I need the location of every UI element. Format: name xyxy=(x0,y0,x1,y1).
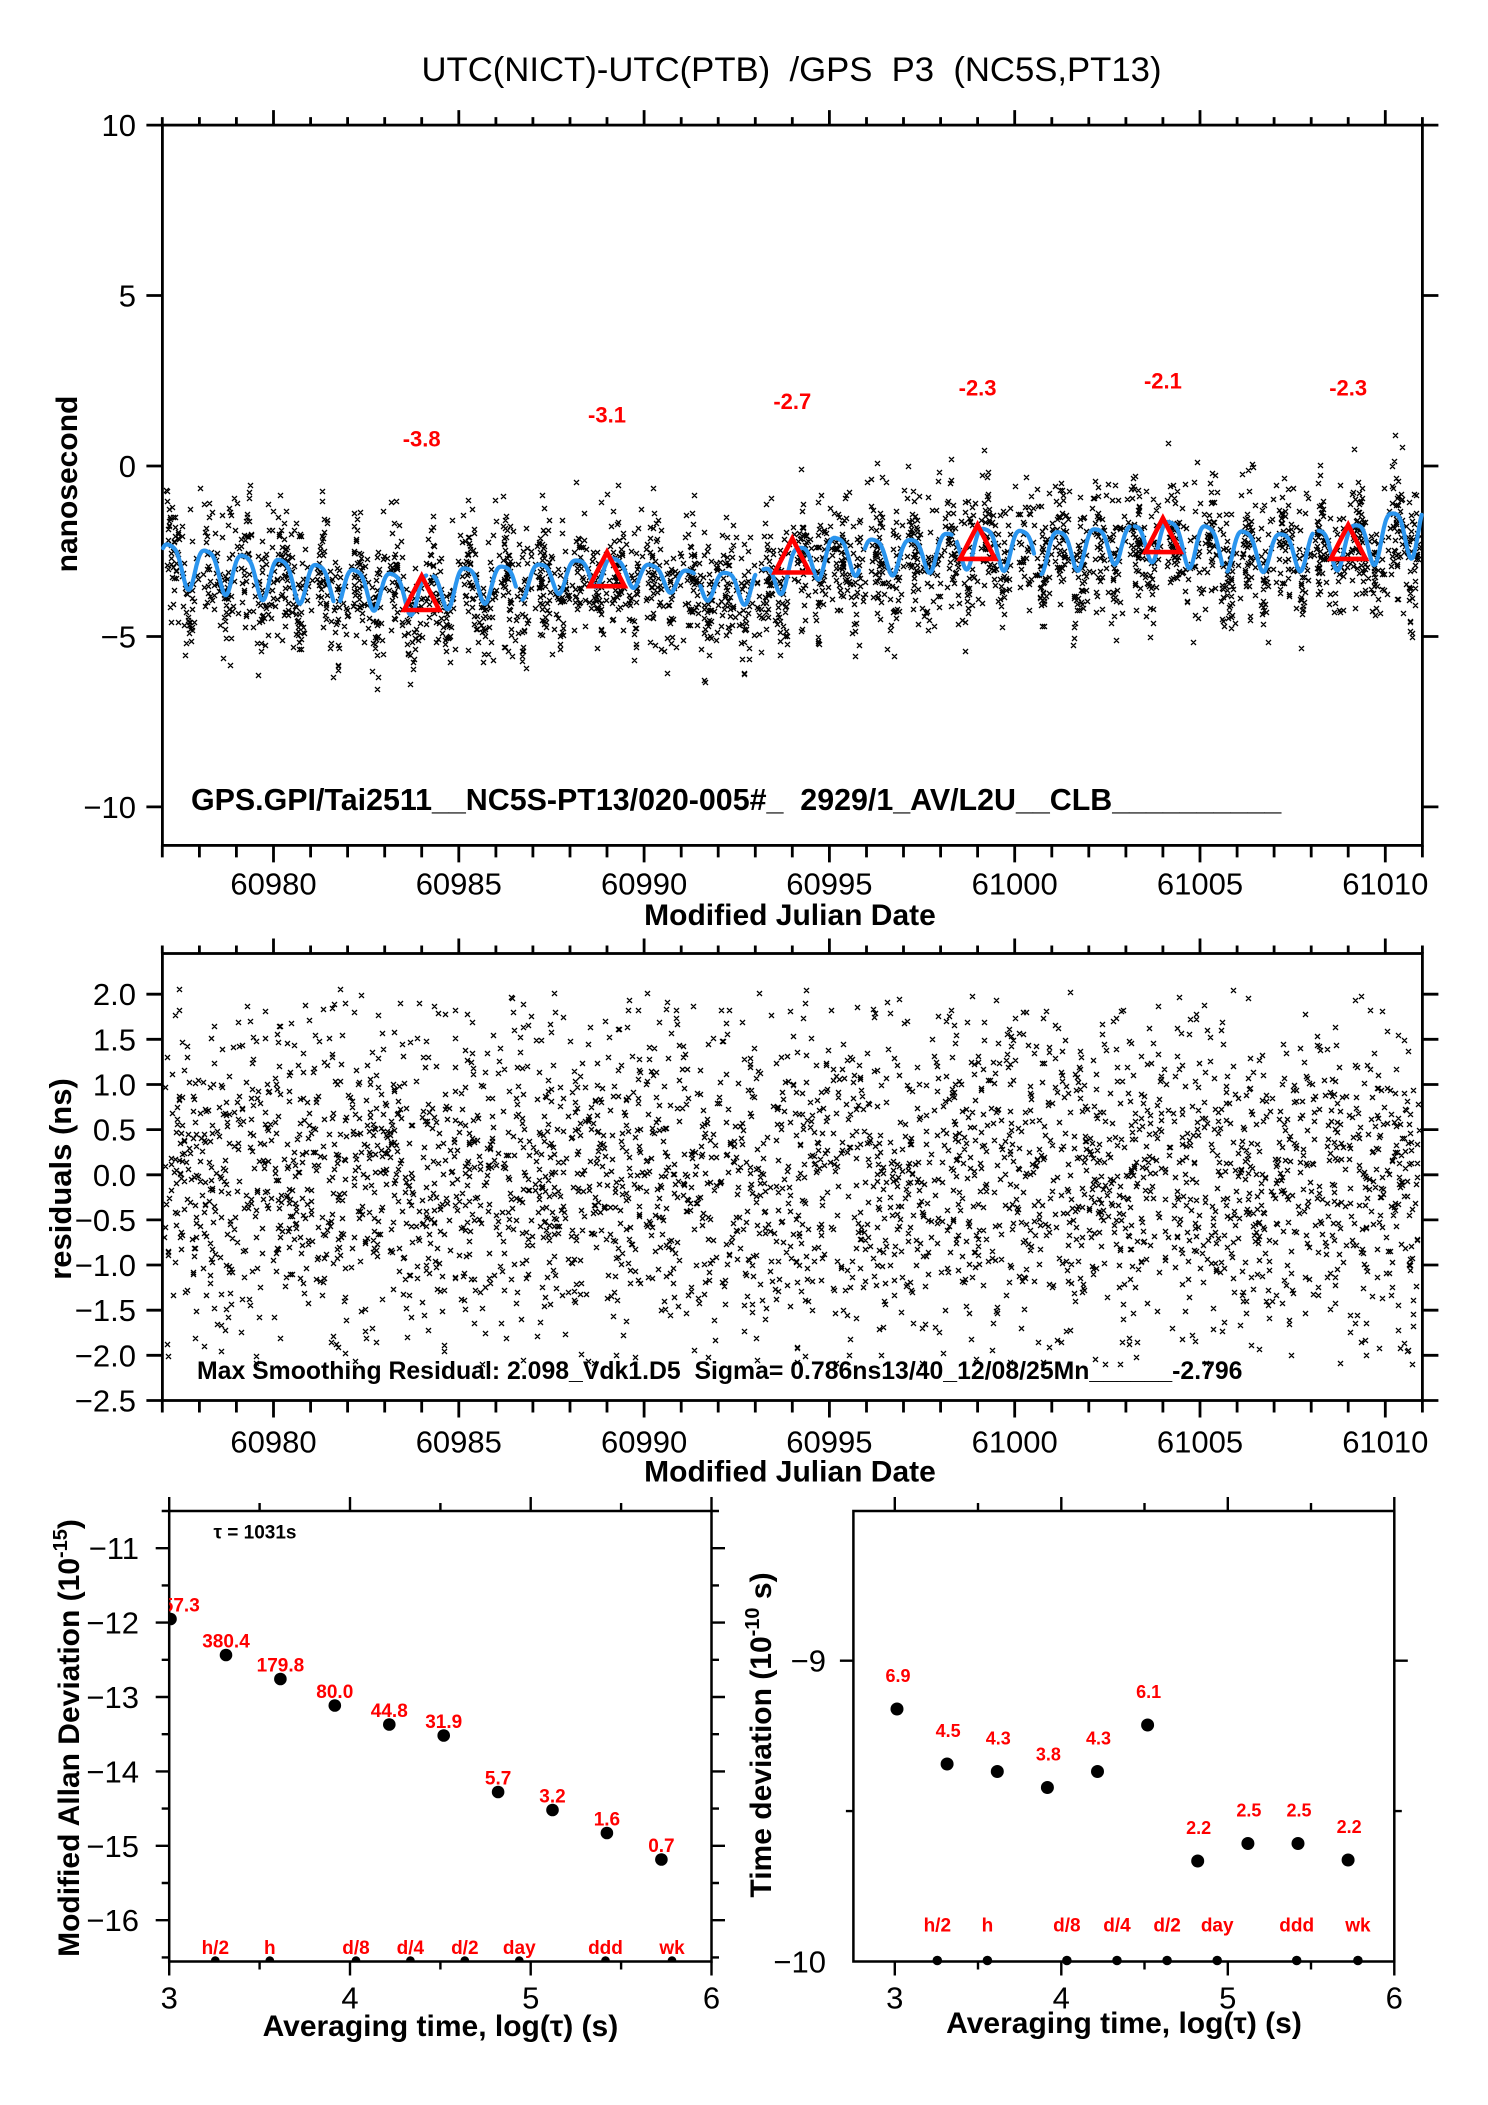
svg-text:4.3: 4.3 xyxy=(1086,1729,1111,1749)
svg-text:657.3: 657.3 xyxy=(152,1596,200,1617)
svg-text:3.8: 3.8 xyxy=(1036,1745,1061,1765)
svg-text:31.9: 31.9 xyxy=(425,1712,462,1733)
svg-text:d/8: d/8 xyxy=(1053,1916,1080,1937)
svg-text:0: 0 xyxy=(119,449,136,484)
svg-text:179.8: 179.8 xyxy=(257,1656,305,1677)
svg-text:Averaging time, log(τ) (s): Averaging time, log(τ) (s) xyxy=(946,2007,1302,2040)
svg-text:61010: 61010 xyxy=(1342,1424,1428,1459)
svg-text:Modified Julian Date: Modified Julian Date xyxy=(644,1456,936,1489)
svg-text:-2.3: -2.3 xyxy=(1329,375,1367,400)
svg-text:6: 6 xyxy=(1386,1981,1403,2016)
svg-text:5: 5 xyxy=(1219,1981,1236,2016)
svg-text:80.0: 80.0 xyxy=(316,1682,353,1703)
svg-text:0.7: 0.7 xyxy=(648,1836,674,1857)
svg-text:−1.0: −1.0 xyxy=(75,1248,136,1283)
svg-text:d/2: d/2 xyxy=(1153,1916,1180,1937)
svg-text:−10: −10 xyxy=(83,790,136,825)
svg-text:GPS.GPI/Tai2511__NC5S-PT13/020: GPS.GPI/Tai2511__NC5S-PT13/020-005#_ 292… xyxy=(191,783,1282,817)
svg-text:0.5: 0.5 xyxy=(93,1113,136,1148)
svg-text:3.2: 3.2 xyxy=(539,1787,565,1808)
svg-text:44.8: 44.8 xyxy=(371,1701,408,1722)
svg-text:4.3: 4.3 xyxy=(986,1729,1011,1749)
svg-text:60990: 60990 xyxy=(601,866,687,901)
svg-text:d/8: d/8 xyxy=(342,1938,369,1959)
svg-text:−11: −11 xyxy=(89,1531,139,1566)
svg-text:Max Smoothing Residual: 2.098_: Max Smoothing Residual: 2.098_Vdk1.D5 Si… xyxy=(197,1358,1242,1385)
svg-text:−12: −12 xyxy=(86,1606,139,1641)
svg-text:1.5: 1.5 xyxy=(93,1022,136,1057)
svg-text:Modified Julian Date: Modified Julian Date xyxy=(644,899,936,932)
svg-text:d/4: d/4 xyxy=(397,1938,425,1959)
svg-text:wk: wk xyxy=(1344,1916,1371,1937)
svg-text:4: 4 xyxy=(1053,1981,1070,2016)
svg-text:day: day xyxy=(503,1938,536,1959)
svg-text:4.5: 4.5 xyxy=(936,1721,961,1741)
svg-text:−14: −14 xyxy=(86,1754,139,1789)
svg-text:6: 6 xyxy=(703,1981,720,2016)
svg-text:−9: −9 xyxy=(791,1644,826,1679)
svg-text:day: day xyxy=(1201,1916,1234,1937)
svg-text:τ = 1031s: τ = 1031s xyxy=(214,1523,297,1544)
svg-text:1.6: 1.6 xyxy=(594,1810,620,1831)
svg-text:60995: 60995 xyxy=(786,866,872,901)
svg-text:60985: 60985 xyxy=(416,1424,502,1459)
svg-text:ddd: ddd xyxy=(1279,1916,1314,1937)
svg-text:-2.1: -2.1 xyxy=(1144,369,1182,394)
svg-text:2.2: 2.2 xyxy=(1337,1817,1362,1837)
svg-text:6.1: 6.1 xyxy=(1136,1682,1161,1702)
svg-text:nanosecond: nanosecond xyxy=(51,396,84,573)
svg-text:6.9: 6.9 xyxy=(885,1666,910,1686)
svg-text:3: 3 xyxy=(886,1981,903,2016)
svg-text:ddd: ddd xyxy=(588,1938,623,1959)
svg-text:60985: 60985 xyxy=(416,866,502,901)
svg-text:h: h xyxy=(982,1916,994,1937)
svg-text:60980: 60980 xyxy=(230,866,316,901)
svg-text:h/2: h/2 xyxy=(924,1916,951,1937)
svg-text:60980: 60980 xyxy=(230,1424,316,1459)
svg-text:5.7: 5.7 xyxy=(485,1769,511,1790)
svg-text:-3.1: -3.1 xyxy=(588,403,626,428)
svg-text:Averaging time, log(τ) (s): Averaging time, log(τ) (s) xyxy=(263,2010,619,2043)
svg-text:−16: −16 xyxy=(86,1903,139,1938)
svg-text:60995: 60995 xyxy=(786,1424,872,1459)
svg-text:5: 5 xyxy=(119,279,136,314)
svg-text:−1.5: −1.5 xyxy=(75,1293,136,1328)
svg-text:−5: −5 xyxy=(101,620,136,655)
svg-text:−0.5: −0.5 xyxy=(75,1203,136,1238)
svg-text:wk: wk xyxy=(658,1938,685,1959)
svg-text:61000: 61000 xyxy=(972,1424,1058,1459)
svg-text:2.2: 2.2 xyxy=(1186,1818,1211,1838)
svg-text:61005: 61005 xyxy=(1157,866,1243,901)
svg-text:61005: 61005 xyxy=(1157,1424,1243,1459)
svg-text:Modified Allan Deviation (10-1: Modified Allan Deviation (10-15) xyxy=(50,1519,86,1957)
svg-text:−13: −13 xyxy=(86,1680,139,1715)
svg-text:2.5: 2.5 xyxy=(1286,1801,1311,1821)
svg-text:61000: 61000 xyxy=(972,866,1058,901)
svg-text:61010: 61010 xyxy=(1342,866,1428,901)
svg-text:h: h xyxy=(264,1938,276,1959)
svg-text:5: 5 xyxy=(522,1981,539,2016)
svg-text:-2.7: -2.7 xyxy=(773,389,811,414)
svg-text:UTC(NICT)-UTC(PTB) /GPS P3: UTC(NICT)-UTC(PTB) /GPS P3 (NC5S,PT13) xyxy=(421,51,1161,89)
svg-text:d/4: d/4 xyxy=(1103,1916,1131,1937)
svg-text:2.5: 2.5 xyxy=(1236,1801,1261,1821)
svg-text:10: 10 xyxy=(102,108,136,143)
svg-text:2.0: 2.0 xyxy=(93,977,136,1012)
svg-text:−10: −10 xyxy=(773,1945,826,1980)
svg-text:0.0: 0.0 xyxy=(93,1158,136,1193)
svg-text:h/2: h/2 xyxy=(202,1938,229,1959)
svg-text:residuals (ns): residuals (ns) xyxy=(43,1078,78,1280)
svg-text:4: 4 xyxy=(341,1981,358,2016)
svg-text:−15: −15 xyxy=(86,1829,139,1864)
svg-text:−2.5: −2.5 xyxy=(75,1384,136,1419)
svg-text:380.4: 380.4 xyxy=(202,1632,250,1653)
svg-text:1.0: 1.0 xyxy=(93,1068,136,1103)
svg-text:3: 3 xyxy=(161,1981,178,2016)
svg-text:60990: 60990 xyxy=(601,1424,687,1459)
svg-text:-2.3: -2.3 xyxy=(959,375,997,400)
svg-text:-3.8: -3.8 xyxy=(403,427,441,452)
svg-text:−2.0: −2.0 xyxy=(75,1338,136,1373)
svg-text:d/2: d/2 xyxy=(451,1938,478,1959)
